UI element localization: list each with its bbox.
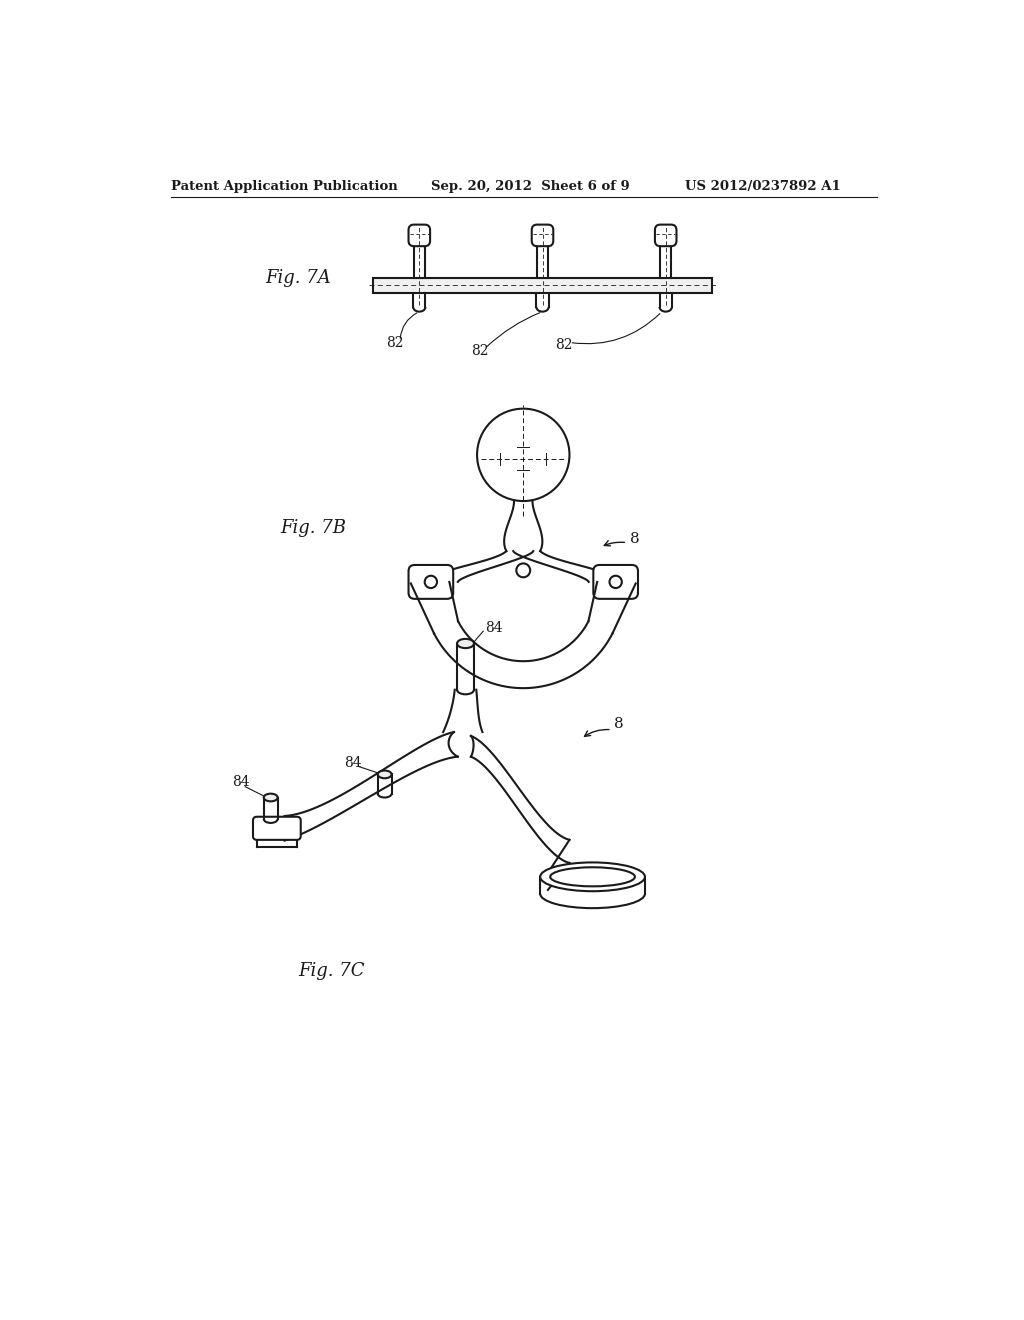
FancyBboxPatch shape [593, 565, 638, 599]
Bar [373, 277, 712, 293]
Ellipse shape [378, 771, 391, 779]
FancyBboxPatch shape [655, 224, 677, 246]
Text: 84: 84 [232, 775, 250, 789]
Ellipse shape [541, 862, 645, 891]
Text: Fig. 7A: Fig. 7A [265, 269, 331, 286]
Bar [538, 239, 548, 277]
Text: Patent Application Publication: Patent Application Publication [171, 181, 397, 194]
Circle shape [516, 564, 530, 577]
Circle shape [477, 409, 569, 502]
Text: 82: 82 [386, 337, 403, 350]
Circle shape [425, 576, 437, 589]
Bar [660, 239, 671, 277]
Text: Sep. 20, 2012  Sheet 6 of 9: Sep. 20, 2012 Sheet 6 of 9 [431, 181, 630, 194]
FancyBboxPatch shape [409, 224, 430, 246]
Text: Fig. 7B: Fig. 7B [281, 519, 347, 537]
Text: 8: 8 [614, 717, 624, 731]
Ellipse shape [264, 793, 278, 801]
FancyBboxPatch shape [409, 565, 454, 599]
Text: 84: 84 [484, 620, 503, 635]
Circle shape [609, 576, 622, 589]
Ellipse shape [550, 867, 635, 886]
Text: Fig. 7C: Fig. 7C [298, 962, 365, 979]
Text: 82: 82 [556, 338, 573, 351]
Ellipse shape [457, 639, 474, 648]
Bar [414, 239, 425, 277]
FancyBboxPatch shape [253, 817, 301, 840]
Text: 8: 8 [630, 532, 639, 546]
Text: 82: 82 [471, 343, 488, 358]
Text: US 2012/0237892 A1: US 2012/0237892 A1 [685, 181, 841, 194]
Text: 84: 84 [345, 755, 362, 770]
FancyBboxPatch shape [531, 224, 553, 246]
